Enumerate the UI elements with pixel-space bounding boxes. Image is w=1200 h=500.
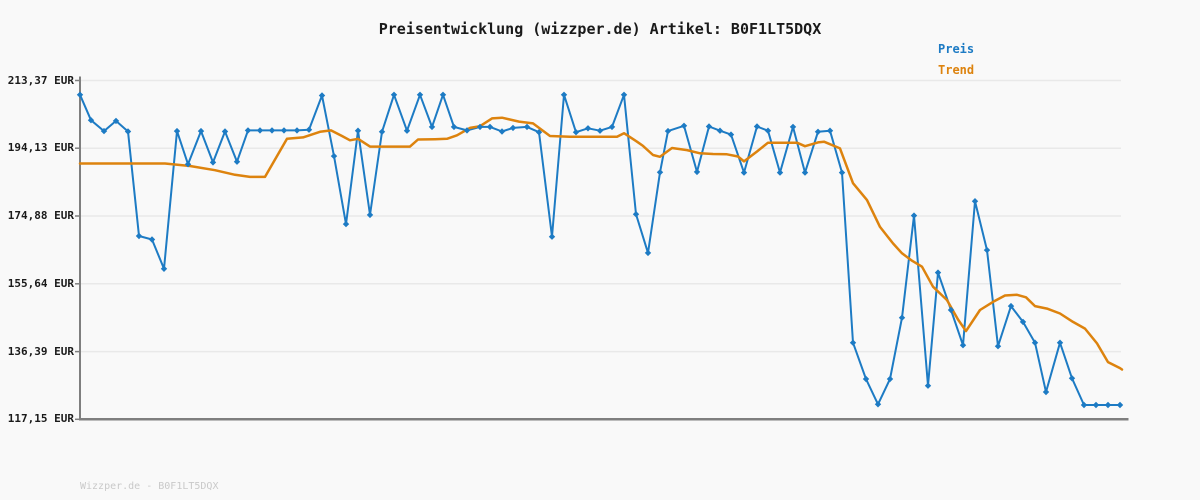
y-tick-label: 174,88 EUR bbox=[7, 209, 74, 223]
legend-item-preis: Preis bbox=[938, 42, 975, 56]
chart-title: Preisentwicklung (wizzper.de) Artikel: B… bbox=[378, 20, 822, 38]
y-tick-label: 136,39 EUR bbox=[7, 344, 74, 358]
watermark: Wizzper.de - B0F1LT5DQX bbox=[80, 481, 219, 492]
y-tick-label: 194,13 EUR bbox=[7, 141, 74, 155]
y-tick-label: 117,15 EUR bbox=[7, 412, 74, 426]
price-markers bbox=[76, 91, 1124, 409]
trend-line bbox=[78, 116, 1124, 371]
price-line bbox=[79, 93, 1121, 406]
y-tick-label: 213,37 EUR bbox=[7, 73, 74, 87]
grid-lines bbox=[80, 79, 1121, 353]
chart-legend: Preis Trend bbox=[938, 39, 974, 81]
y-tick-label: 155,64 EUR bbox=[7, 276, 74, 290]
legend-item-trend: Trend bbox=[938, 63, 975, 77]
